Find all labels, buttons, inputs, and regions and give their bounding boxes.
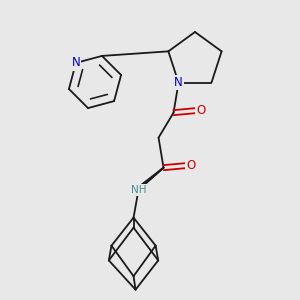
Text: N: N bbox=[71, 56, 80, 69]
Text: N: N bbox=[174, 76, 183, 89]
Text: NH: NH bbox=[131, 185, 146, 195]
Text: O: O bbox=[196, 104, 205, 117]
Text: O: O bbox=[186, 159, 195, 172]
